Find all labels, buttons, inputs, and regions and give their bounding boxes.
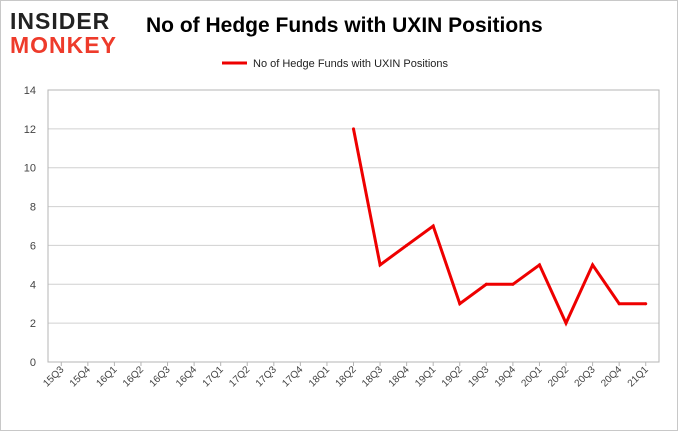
x-tick-label: 21Q1 (626, 364, 651, 389)
y-tick-label: 10 (24, 163, 36, 175)
data-point (484, 282, 488, 286)
x-tick-label: 18Q3 (360, 364, 385, 389)
x-tick-label: 17Q1 (201, 364, 226, 389)
data-point (378, 263, 382, 267)
y-tick-label: 0 (30, 357, 36, 369)
x-tick-label: 16Q1 (94, 364, 119, 389)
data-point (617, 302, 621, 306)
data-point (511, 282, 515, 286)
x-axis-ticks: 15Q3 15Q4 16Q1 16Q2 16Q3 16Q4 17Q1 17Q2 17Q3 17Q4… (41, 362, 651, 389)
y-tick-label: 14 (24, 85, 36, 97)
x-tick-label: 16Q3 (148, 364, 173, 389)
x-tick-label: 17Q3 (254, 364, 279, 389)
x-tick-label: 19Q3 (466, 364, 491, 389)
x-tick-label: 20Q3 (573, 364, 598, 389)
chart-title: No of Hedge Funds with UXIN Positions (146, 14, 543, 37)
y-tick-label: 6 (30, 240, 36, 252)
insider-monkey-logo: INSIDER MONKEY (10, 8, 117, 58)
data-point (591, 263, 595, 267)
x-tick-label: 15Q4 (68, 364, 93, 389)
data-point (405, 243, 409, 247)
data-point (644, 302, 648, 306)
x-tick-label: 17Q4 (280, 364, 305, 389)
y-tick-label: 12 (24, 124, 36, 136)
logo-line1: INSIDER (10, 8, 110, 34)
x-tick-label: 19Q4 (493, 364, 518, 389)
data-point (537, 263, 541, 267)
y-tick-label: 4 (30, 279, 36, 291)
y-tick-label: 8 (30, 202, 36, 214)
legend: No of Hedge Funds with UXIN Positions (222, 58, 449, 70)
series-line (352, 128, 646, 327)
y-axis-ticks: 0 2 4 6 8 10 12 14 (24, 85, 36, 369)
series-layer (352, 127, 648, 327)
x-tick-label: 15Q3 (41, 364, 66, 389)
x-tick-label: 20Q1 (519, 364, 544, 389)
data-point (564, 321, 568, 325)
x-tick-label: 16Q2 (121, 364, 146, 389)
x-tick-label: 16Q4 (174, 364, 199, 389)
x-tick-label: 20Q4 (599, 364, 624, 389)
data-point (431, 224, 435, 228)
x-tick-label: 17Q2 (227, 364, 252, 389)
x-tick-label: 18Q1 (307, 364, 332, 389)
y-tick-label: 2 (30, 318, 36, 330)
x-tick-label: 19Q2 (440, 364, 465, 389)
x-tick-label: 20Q2 (546, 364, 571, 389)
x-tick-label: 18Q4 (387, 364, 412, 389)
logo-line2: MONKEY (10, 32, 117, 58)
data-point (458, 302, 462, 306)
x-tick-label: 19Q1 (413, 364, 438, 389)
data-point (352, 127, 355, 131)
legend-label: No of Hedge Funds with UXIN Positions (253, 58, 449, 70)
x-tick-label: 18Q2 (334, 364, 359, 389)
